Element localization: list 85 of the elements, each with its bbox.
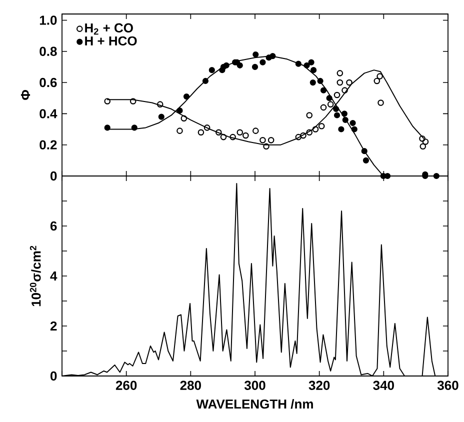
point (208, 67, 215, 74)
point (223, 62, 230, 68)
point (216, 129, 222, 136)
point (420, 143, 426, 150)
point (230, 134, 236, 140)
point (350, 120, 356, 126)
point (268, 137, 274, 144)
legend-label: H$_{2}$ + CO (85, 23, 133, 35)
point (263, 143, 270, 150)
point (204, 124, 210, 131)
point (220, 134, 227, 140)
point (351, 126, 358, 132)
point (198, 129, 204, 136)
point (295, 134, 302, 140)
point (260, 59, 266, 66)
point (252, 51, 259, 58)
x-tick-label: 280 (180, 380, 201, 390)
point (333, 106, 340, 112)
y-axis-title: 10$^{20}$σ/cm$^{2}$ (30, 246, 41, 306)
legend-label: H + HCO (85, 36, 137, 46)
point (342, 87, 348, 94)
y-tick-label: 0.4 (40, 109, 58, 118)
point (158, 114, 164, 120)
y-tick-label: 0.6 (40, 78, 57, 88)
point (104, 124, 110, 131)
y-tick-label: 6 (50, 221, 57, 231)
y-tick-label: 0.2 (40, 140, 57, 150)
point (104, 98, 111, 104)
point (327, 101, 334, 108)
point (252, 64, 258, 70)
point (183, 94, 190, 100)
point (300, 132, 306, 139)
point (312, 126, 319, 132)
point (362, 157, 370, 164)
point (422, 138, 429, 145)
point (341, 110, 348, 117)
point (295, 60, 302, 67)
y-tick-label: 0 (50, 371, 57, 381)
point (131, 124, 138, 131)
point (378, 100, 384, 106)
point (346, 79, 352, 86)
point (236, 129, 244, 136)
point (252, 128, 259, 134)
point (242, 132, 249, 139)
point (334, 92, 340, 98)
point (326, 95, 332, 102)
point (374, 78, 380, 84)
point (180, 115, 188, 122)
point (308, 59, 314, 66)
point (310, 79, 316, 86)
point (270, 53, 276, 60)
point (342, 116, 348, 123)
x-tick-label: 260 (116, 380, 137, 390)
point (338, 126, 344, 132)
point (336, 79, 344, 86)
point (361, 148, 368, 154)
point (260, 137, 266, 144)
x-tick-label: 340 (373, 380, 394, 390)
x-tick-label: 300 (244, 380, 266, 390)
point (310, 67, 317, 74)
x-axis-title: WAVELENGTH /nm (196, 399, 313, 409)
point (202, 78, 209, 84)
point (334, 112, 340, 118)
y-tick-label: 1.0 (40, 16, 57, 25)
y-tick-label: 0.8 (40, 46, 57, 56)
point (317, 78, 324, 84)
y-tick-label: 0 (50, 171, 57, 181)
point (318, 122, 325, 130)
point (320, 87, 327, 94)
point (176, 108, 183, 114)
point (130, 98, 136, 104)
y-axis-title: Φ (20, 90, 30, 100)
point (156, 101, 164, 108)
point (320, 104, 327, 111)
point (176, 128, 183, 134)
x-tick-label: 360 (437, 380, 458, 390)
y-tick-label: 2 (50, 321, 57, 331)
point (336, 70, 344, 76)
point (236, 62, 243, 68)
y-tick-label: 4 (50, 272, 58, 280)
x-tick-label: 320 (308, 380, 330, 390)
point (306, 129, 313, 136)
point (376, 73, 383, 80)
point (304, 62, 310, 68)
point (306, 112, 313, 118)
